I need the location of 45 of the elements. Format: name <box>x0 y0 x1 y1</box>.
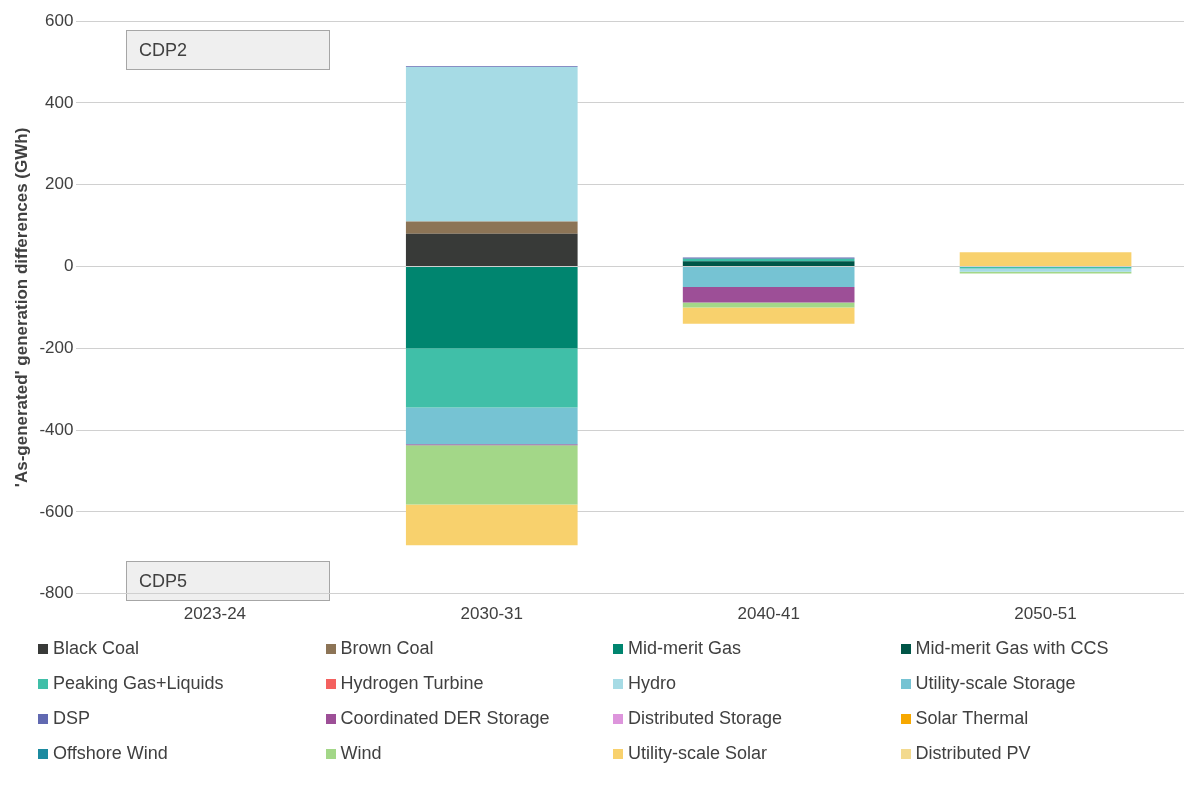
x-tick-label: 2030-31 <box>460 604 523 624</box>
y-tick-label: 0 <box>63 256 74 276</box>
y-tick-label: -800 <box>39 583 74 603</box>
legend-label: Brown Coal <box>340 638 434 659</box>
legend-label: Distributed Storage <box>628 708 783 729</box>
legend-label: Hydrogen Turbine <box>340 673 484 694</box>
legend-label: Offshore Wind <box>53 743 168 764</box>
y-tick-label: -200 <box>39 337 74 357</box>
legend-label: Wind <box>340 743 382 764</box>
legend-label: Mid-merit Gas <box>628 638 742 659</box>
bar <box>405 221 578 234</box>
legend-label: Mid-merit Gas with CCS <box>915 638 1109 659</box>
y-tick-label: 400 <box>45 92 74 112</box>
annotation: CDP2 <box>139 39 188 62</box>
bar <box>682 307 855 324</box>
legend-label: Solar Thermal <box>915 708 1029 729</box>
bar <box>682 302 855 308</box>
bar <box>682 286 855 303</box>
bar <box>405 233 578 267</box>
x-tick-label: 2050-51 <box>1014 604 1077 624</box>
legend-label: DSP <box>53 708 91 729</box>
y-axis-title: 'As-generated' generation differences (GWh) <box>11 127 31 488</box>
x-tick-label: 2040-41 <box>737 604 800 624</box>
bar <box>405 348 578 408</box>
legend-label: Hydro <box>628 673 677 694</box>
bar <box>682 261 855 267</box>
x-tick-label: 2023-24 <box>183 604 247 624</box>
legend-label: Utility-scale Solar <box>628 743 768 764</box>
legend-label: Peaking Gas+Liquids <box>53 673 224 694</box>
y-tick-label: -400 <box>39 419 74 439</box>
bar <box>405 445 578 505</box>
bar <box>682 267 855 287</box>
legend-label: Utility-scale Storage <box>915 673 1076 694</box>
legend-label: Black Coal <box>53 638 140 659</box>
legend-label: Distributed PV <box>915 743 1031 764</box>
bar <box>405 66 578 222</box>
legend-label: Coordinated DER Storage <box>340 708 550 729</box>
bar <box>405 407 578 445</box>
annotation: CDP5 <box>139 570 188 593</box>
bar <box>959 252 1132 267</box>
y-tick-label: 200 <box>45 174 74 194</box>
bar <box>405 504 578 546</box>
y-tick-label: -600 <box>39 501 74 521</box>
y-tick-label: 600 <box>45 10 74 30</box>
bar <box>405 267 578 349</box>
